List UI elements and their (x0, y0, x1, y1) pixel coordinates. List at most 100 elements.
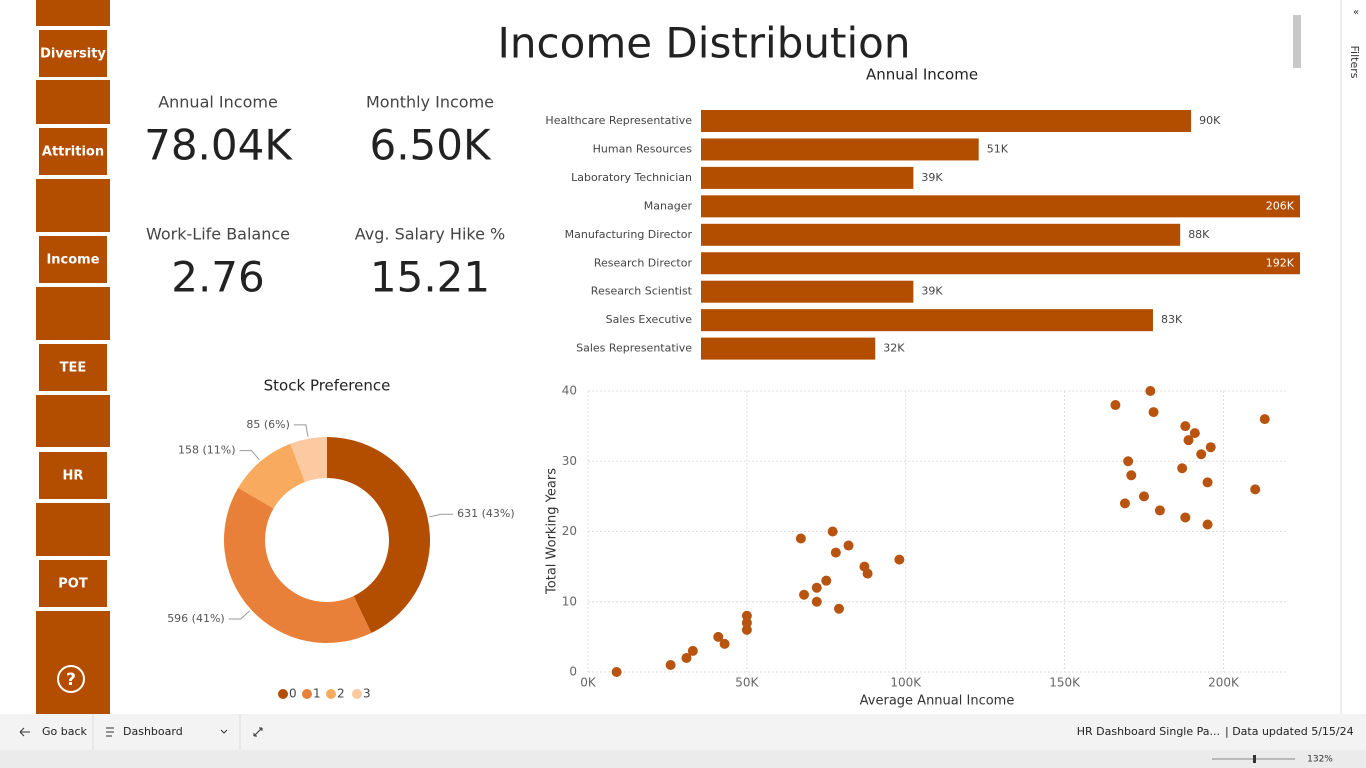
kpi-label: Annual Income (158, 93, 278, 112)
scatter-point (1183, 435, 1194, 446)
nav-button[interactable] (37, 558, 109, 609)
category-label: Research Scientist (591, 285, 693, 298)
scatter-point (741, 624, 752, 635)
scatter-point (741, 610, 752, 621)
scatter-point (1202, 477, 1213, 488)
value-label: 88K (1188, 228, 1210, 241)
help-label: ? (66, 670, 76, 690)
nav-button[interactable] (37, 450, 109, 501)
value-label: 192K (1266, 256, 1295, 269)
scatter-point (811, 582, 822, 593)
nav-button[interactable] (37, 28, 109, 79)
bar (701, 223, 1181, 246)
scatter-point (799, 589, 810, 600)
scatter-point (719, 638, 730, 649)
nav-label[interactable]: POT (58, 577, 88, 592)
sidebar (36, 0, 110, 714)
scatter-point (1259, 414, 1270, 425)
category-label: Sales Representative (576, 342, 692, 355)
value-label: 39K (921, 171, 943, 184)
scatter-point (687, 645, 698, 656)
y-tick-label: 20 (562, 524, 577, 538)
nav-label[interactable]: Attrition (42, 145, 104, 160)
nav-label[interactable]: Diversity (40, 47, 106, 62)
value-label: 32K (883, 342, 905, 355)
footer-bar (0, 714, 1366, 750)
nav-button[interactable] (37, 342, 109, 393)
legend-label: 3 (363, 687, 371, 701)
status-bar (0, 750, 1366, 768)
nav-label[interactable]: HR (63, 469, 84, 484)
scatter-point (1119, 498, 1130, 509)
scatter-point (741, 617, 752, 628)
x-axis-label: Average Annual Income (860, 694, 1015, 709)
scatter-point (1202, 519, 1213, 530)
scatter-point (894, 554, 905, 565)
donut-slice (223, 487, 372, 644)
bar (701, 195, 1300, 218)
leader-line (228, 610, 250, 620)
category-label: Manufacturing Director (565, 228, 693, 241)
zoom-thumb[interactable] (1253, 755, 1256, 763)
kpi-value: 6.50K (369, 121, 492, 170)
kpi-label: Work-Life Balance (146, 225, 290, 244)
nav-label[interactable]: TEE (60, 361, 87, 376)
bars (701, 110, 1300, 360)
scatter-point (1148, 407, 1159, 418)
category-label: Research Director (594, 256, 693, 269)
scatter-point (821, 575, 832, 586)
donut-slice (327, 437, 431, 633)
report-name: HR Dashboard Single Pa... (1077, 725, 1220, 738)
pages-icon[interactable] (106, 727, 114, 737)
chevron[interactable] (220, 729, 228, 734)
legend-marker (352, 689, 362, 699)
scatter-point (1154, 505, 1165, 516)
value-label: 83K (1161, 313, 1183, 326)
x-tick-label: 50K (735, 676, 759, 690)
scatter-point (1189, 428, 1200, 439)
scatter-point (665, 659, 676, 670)
scatter-point (713, 631, 724, 642)
nav-button[interactable] (37, 234, 109, 285)
scrollbar[interactable] (1293, 15, 1301, 68)
value-label: 51K (987, 142, 1009, 155)
bar (701, 138, 979, 161)
bar (701, 280, 914, 303)
leader-line (239, 450, 260, 461)
scatter-point (843, 540, 854, 551)
back-icon[interactable] (19, 727, 30, 737)
y-tick-label: 0 (569, 665, 577, 679)
value-label: 90K (1199, 114, 1221, 127)
filters-label[interactable]: Filters (1348, 46, 1361, 79)
legend-label: 2 (337, 687, 345, 701)
go-back[interactable]: Go back (42, 725, 88, 738)
slice-label: 158 (11%) (178, 444, 236, 457)
scatter-point (827, 526, 838, 537)
scatter-point (1110, 400, 1121, 411)
scatter-point (611, 667, 622, 677)
page-selector[interactable]: Dashboard (123, 725, 183, 738)
slice-label: 85 (6%) (246, 418, 290, 431)
nav-label[interactable]: Income (46, 253, 99, 268)
category-label: Healthcare Representative (545, 114, 692, 127)
kpi-label: Monthly Income (366, 93, 494, 112)
collapse-icon[interactable]: « (1353, 7, 1359, 18)
slice-label: 596 (41%) (167, 612, 225, 625)
scatter-point (1139, 491, 1150, 502)
y-tick-label: 30 (562, 454, 577, 468)
scatter-point (1177, 463, 1188, 474)
kpi-label: Avg. Salary Hike % (355, 225, 505, 244)
shrink-icon[interactable] (253, 727, 263, 737)
legend-label: 0 (289, 687, 297, 701)
scatter-point (862, 568, 873, 579)
y-tick-label: 40 (562, 384, 577, 398)
bar (701, 309, 1153, 332)
legend-marker (278, 689, 288, 699)
nav-button[interactable] (37, 126, 109, 177)
bar (701, 337, 876, 360)
scatter-point (1205, 442, 1216, 453)
legend-label: 1 (313, 687, 321, 701)
help-icon[interactable] (57, 665, 85, 693)
